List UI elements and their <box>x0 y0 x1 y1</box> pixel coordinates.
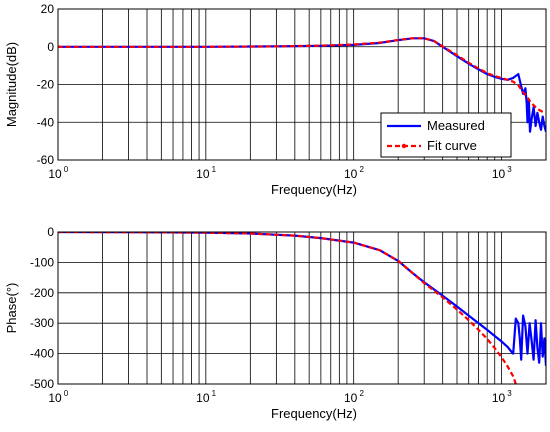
series-line-fit-curve <box>58 37 546 114</box>
y-axis-label: Magnitude(dB) <box>4 42 19 127</box>
grid <box>58 232 546 384</box>
legend-box <box>380 112 512 158</box>
x-tick-exponent: 0 <box>64 389 69 398</box>
x-tick-label: 10 <box>196 167 210 181</box>
x-tick-exponent: 2 <box>359 165 364 174</box>
series-group <box>58 232 546 384</box>
x-tick-exponent: 2 <box>359 389 364 398</box>
y-tick-label: -200 <box>30 286 54 300</box>
legend: Measured Fit curve <box>380 112 512 158</box>
x-tick-label: 10 <box>344 167 358 181</box>
y-tick-label: -500 <box>30 377 54 391</box>
y-tick-label: -40 <box>37 115 55 129</box>
y-tick-label: 0 <box>47 40 54 54</box>
y-tick-label: -400 <box>30 347 54 361</box>
legend-label: Fit curve <box>427 138 477 153</box>
series-group <box>58 37 546 133</box>
x-tick-exponent: 3 <box>507 389 512 398</box>
x-tick-label: 10 <box>492 167 506 181</box>
legend-marker <box>401 143 407 149</box>
y-tick-label: -100 <box>30 255 54 269</box>
y-tick-label: 20 <box>41 2 55 16</box>
axes-frame <box>57 231 547 385</box>
x-tick-exponent: 3 <box>507 165 512 174</box>
x-tick-label: 10 <box>48 167 62 181</box>
x-tick-label: 10 <box>344 391 358 405</box>
y-tick-label: -60 <box>37 153 55 167</box>
legend-label: Measured <box>427 118 485 133</box>
y-axis-label: Phase(°) <box>4 283 19 334</box>
x-tick-label: 10 <box>196 391 210 405</box>
y-tick-label: 0 <box>47 225 54 239</box>
series-line-fit-curve <box>58 232 517 384</box>
x-tick-label: 10 <box>48 391 62 405</box>
x-tick-exponent: 1 <box>212 389 217 398</box>
x-tick-exponent: 1 <box>212 165 217 174</box>
x-axis-label: Frequency(Hz) <box>271 182 357 197</box>
y-tick-label: -20 <box>37 78 55 92</box>
plot-area <box>58 232 546 384</box>
x-axis-label: Frequency(Hz) <box>271 406 357 421</box>
x-tick-label: 10 <box>492 391 506 405</box>
x-tick-exponent: 0 <box>64 165 69 174</box>
y-tick-label: -300 <box>30 316 54 330</box>
axes-frame <box>57 8 547 161</box>
